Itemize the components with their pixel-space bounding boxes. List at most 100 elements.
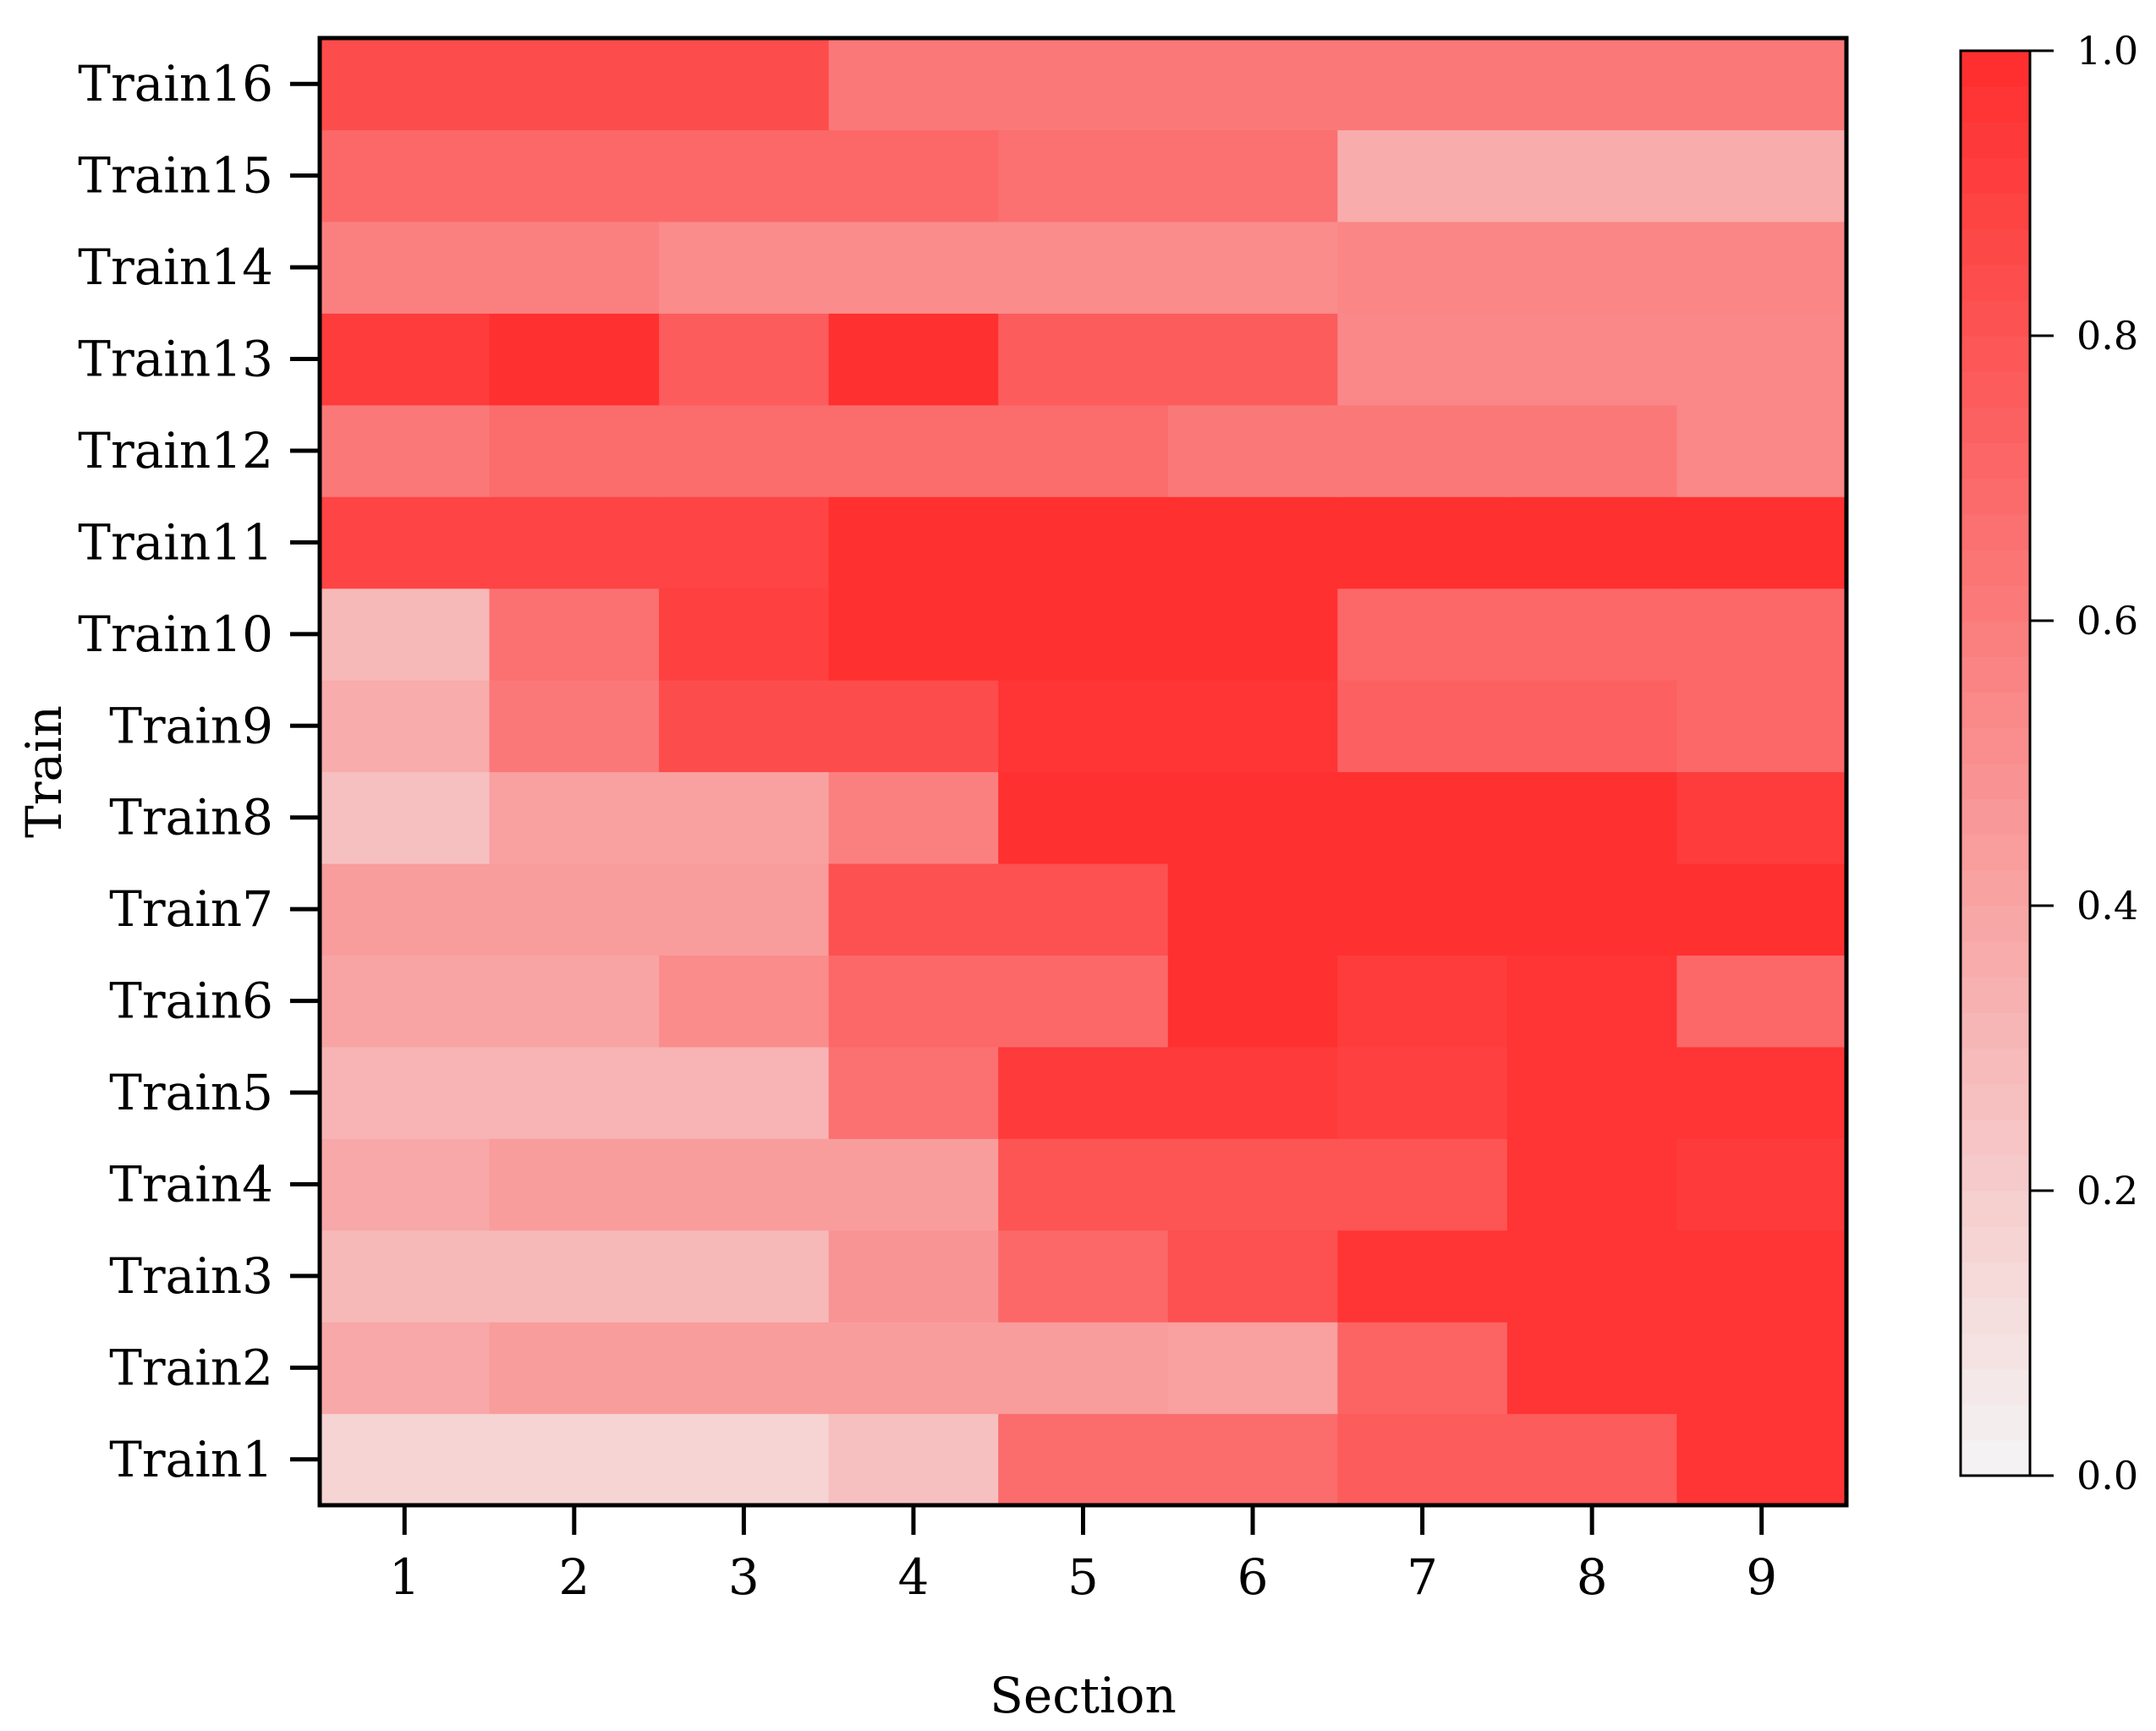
heatmap-cell [1167,588,1338,681]
heatmap-cell [320,588,491,681]
heatmap-cell [828,1138,999,1231]
colorbar-segment [1961,299,2030,337]
heatmap-cell [1506,588,1678,681]
colorbar-segment [1961,442,2030,479]
heatmap-cell [320,221,491,314]
heatmap-cell [489,496,660,589]
heatmap-cell [1506,955,1678,1048]
heatmap-cell [1676,680,1847,773]
colorbar-segment [1961,1368,2030,1405]
heatmap-cell [489,129,660,222]
heatmap-cell [1167,221,1338,314]
heatmap-cell [489,1322,660,1415]
heatmap-cell [320,1322,491,1415]
colorbar-segment [1961,1119,2030,1156]
heatmap-cell [1676,38,1847,131]
heatmap-cell [1167,496,1338,589]
heatmap-cell [320,955,491,1048]
heatmap-cell [1337,1413,1508,1506]
heatmap-cell [489,588,660,681]
y-tick-label: Train2 [109,1339,273,1396]
heatmap-cell [659,1230,830,1323]
colorbar-segment [1961,122,2030,158]
heatmap-cell [1337,1230,1508,1323]
heatmap-cell [489,404,660,497]
heatmap-cell [998,1046,1169,1139]
colorbar-segment [1961,941,2030,978]
y-tick-label: Train16 [78,55,273,112]
colorbar-tick-label: 1.0 [2076,28,2138,74]
colorbar-segment [1961,371,2030,408]
heatmap-cell [489,313,660,406]
heatmap-cell [320,1046,491,1139]
heatmap-cell [1337,313,1508,406]
heatmap-cell [489,38,660,131]
heatmap-cell [1676,221,1847,314]
heatmap-cell [659,129,830,222]
colorbar-segment [1961,869,2030,907]
heatmap-cell [1506,38,1678,131]
heatmap-cell [659,588,830,681]
heatmap-cell [659,38,830,131]
x-tick-label: 9 [1746,1548,1777,1606]
heatmap-cell [828,496,999,589]
heatmap-cell [998,38,1169,131]
heatmap-cell [998,863,1169,956]
x-axis-title: Section [990,1667,1177,1724]
heatmap-cell [1337,129,1508,222]
heatmap-cell [998,1138,1169,1231]
heatmap-cell [998,588,1169,681]
heatmap-cell [320,38,491,131]
heatmap-cell [828,38,999,131]
heatmap-cell [998,771,1169,864]
colorbar-frame [1959,49,2032,1477]
colorbar-segment [1961,549,2030,586]
heatmap-cell [828,129,999,222]
x-tick-label: 1 [389,1548,420,1606]
colorbar-tick-label: 0.6 [2076,598,2138,644]
colorbar-segment [1961,692,2030,728]
heatmap-cell [1167,1322,1338,1415]
colorbar-segment [1961,1439,2030,1476]
heatmap-cell [489,1230,660,1323]
heatmap-cell [828,1046,999,1139]
heatmap-cell [659,955,830,1048]
y-axis: Train1 Train2 Train3 Train4 Train5 Train6 Trai… [78,55,320,1488]
heatmap-cell [489,680,660,773]
heatmap-cell [489,863,660,956]
y-tick-label: Train9 [109,697,273,754]
heatmap-cell [828,680,999,773]
heatmap-cell [320,1138,491,1231]
colorbar-segment [1961,977,2030,1013]
heatmap-cell [1337,496,1508,589]
heatmap-cell [1506,1138,1678,1231]
y-tick-label: Train10 [78,605,273,663]
x-tick-label: 3 [728,1548,760,1606]
heatmap-cell [828,1413,999,1506]
heatmap-cell [659,771,830,864]
heatmap-cell [1676,955,1847,1048]
y-tick-label: Train13 [78,331,273,388]
colorbar-segment [1961,193,2030,230]
heatmap-cell [659,404,830,497]
colorbar-segment [1961,727,2030,764]
y-tick-label: Train14 [78,238,273,296]
colorbar-segment [1961,834,2030,871]
colorbar-tick-label: 0.2 [2076,1168,2138,1213]
heatmap-cell [998,1413,1169,1506]
heatmap-cell [1167,129,1338,222]
heatmap-cell [1337,680,1508,773]
heatmap-cell [828,863,999,956]
heatmap-cell [489,221,660,314]
heatmap-cell [828,313,999,406]
heatmap-cell [1337,404,1508,497]
heatmap-cell [489,1413,660,1506]
heatmap-cell [320,680,491,773]
heatmap-cell [1676,1230,1847,1323]
heatmap-cell [1337,38,1508,131]
heatmap-cell [489,955,660,1048]
heatmap-cell [1506,404,1678,497]
y-tick-label: Train1 [109,1431,273,1488]
heatmap-cell [1506,313,1678,406]
